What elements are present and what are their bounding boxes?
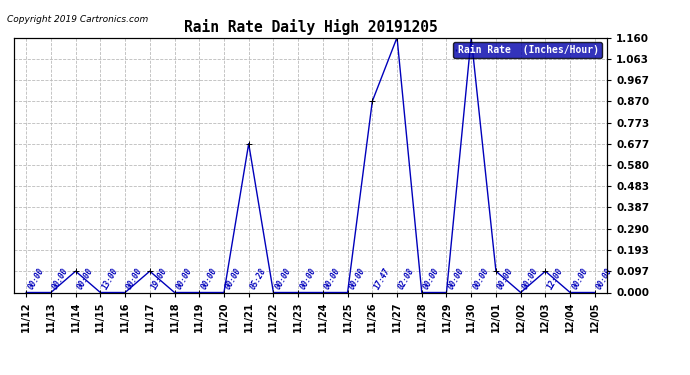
Text: 00:00: 00:00 — [125, 267, 144, 291]
Text: 00:00: 00:00 — [323, 267, 342, 291]
Text: 00:00: 00:00 — [273, 267, 293, 291]
Text: 00:00: 00:00 — [51, 267, 70, 291]
Text: 13:00: 13:00 — [100, 267, 119, 291]
Text: 00:00: 00:00 — [348, 267, 367, 291]
Title: Rain Rate Daily High 20191205: Rain Rate Daily High 20191205 — [184, 19, 437, 35]
Text: 00:00: 00:00 — [199, 267, 219, 291]
Text: 00:00: 00:00 — [298, 267, 317, 291]
Text: 00:00: 00:00 — [471, 267, 491, 291]
Text: 00:00: 00:00 — [521, 267, 540, 291]
Text: 19:00: 19:00 — [150, 267, 169, 291]
Legend: Rain Rate  (Inches/Hour): Rain Rate (Inches/Hour) — [453, 42, 602, 58]
Text: 00:00: 00:00 — [76, 267, 95, 291]
Text: 02:08: 02:08 — [397, 267, 416, 291]
Text: 05:28: 05:28 — [248, 267, 268, 291]
Text: 12:00: 12:00 — [545, 267, 564, 291]
Text: 00:00: 00:00 — [496, 267, 515, 291]
Text: 00:00: 00:00 — [422, 267, 441, 291]
Text: 00:00: 00:00 — [175, 267, 194, 291]
Text: 00:00: 00:00 — [26, 267, 46, 291]
Text: 00:00: 00:00 — [224, 267, 244, 291]
Text: 00:00: 00:00 — [570, 267, 589, 291]
Text: 17:47: 17:47 — [373, 267, 392, 291]
Text: 00:00: 00:00 — [446, 267, 466, 291]
Text: Copyright 2019 Cartronics.com: Copyright 2019 Cartronics.com — [7, 15, 148, 24]
Text: 00:00: 00:00 — [595, 267, 614, 291]
